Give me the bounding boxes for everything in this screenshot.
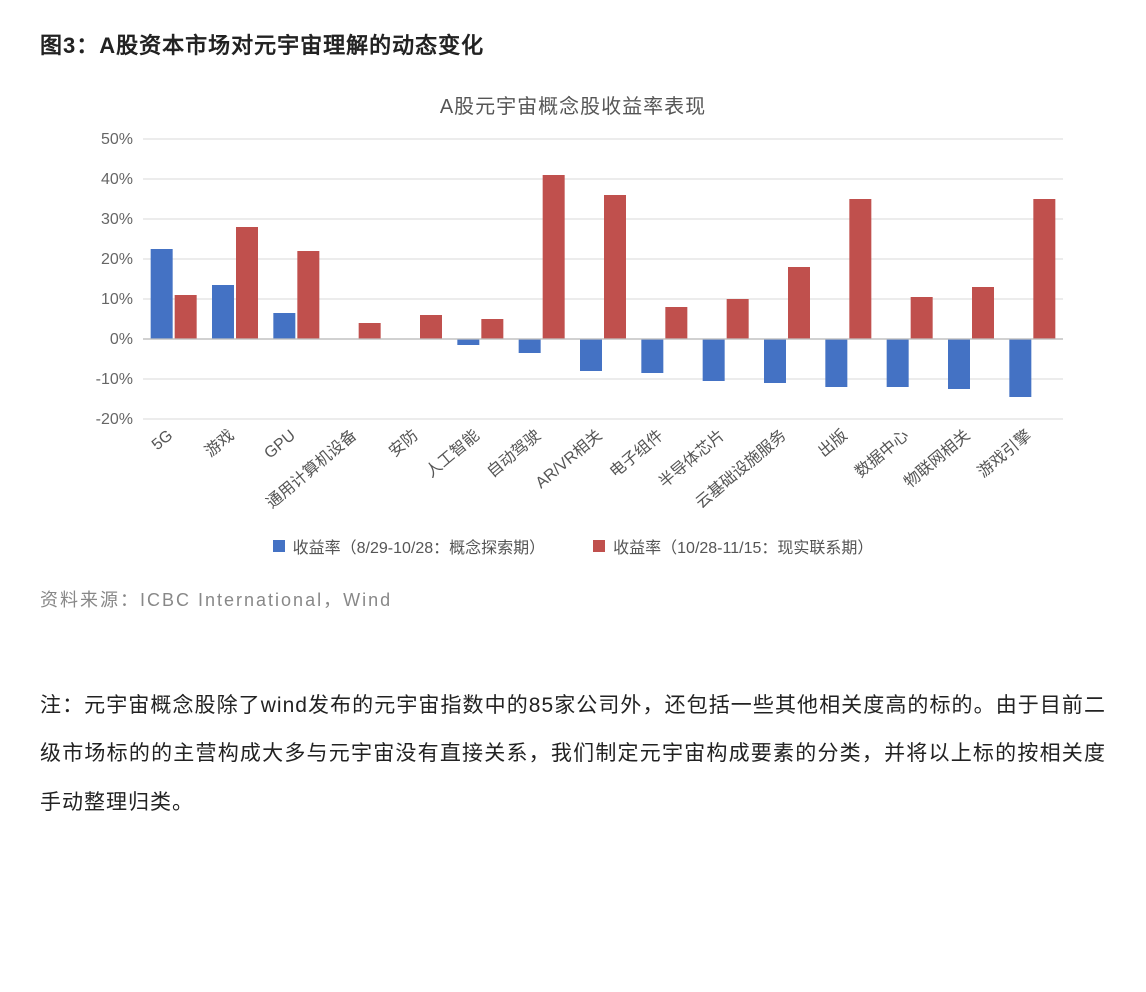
x-axis-category-label: 数据中心 <box>852 426 913 481</box>
bar <box>849 199 871 339</box>
x-axis-category-label: 自动驾驶 <box>484 426 545 481</box>
x-axis-category-label: 人工智能 <box>422 426 483 481</box>
bar <box>580 339 602 371</box>
x-axis-category-label: 5G <box>149 427 176 454</box>
figure-title: 图3：A股资本市场对元宇宙理解的动态变化 <box>40 28 1106 60</box>
x-axis-category-label: 电子组件 <box>606 426 667 481</box>
x-axis-category-label: AR/VR相关 <box>532 426 606 492</box>
bar <box>1033 199 1055 339</box>
x-axis-category-label: 安防 <box>385 426 421 460</box>
x-axis-category-label: 物联网相关 <box>901 426 974 491</box>
bar <box>604 195 626 339</box>
y-axis-tick-label: 20% <box>101 251 133 268</box>
y-axis-tick-label: 0% <box>110 331 133 348</box>
x-axis-category-label: 游戏 <box>201 426 237 460</box>
legend-swatch <box>593 540 605 552</box>
bar <box>543 175 565 339</box>
bar <box>948 339 970 389</box>
legend-label: 收益率（10/28-11/15：现实联系期） <box>613 534 873 558</box>
page: 图3：A股资本市场对元宇宙理解的动态变化 A股元宇宙概念股收益率表现 -20% -… <box>0 0 1146 867</box>
bar <box>519 339 541 353</box>
bar <box>273 313 295 339</box>
bar <box>175 295 197 339</box>
bar <box>887 339 909 387</box>
chart-container: -20%-10%0%10%20%30%40%50%5G游戏GPU通用计算机设备安… <box>73 129 1073 514</box>
bar <box>481 319 503 339</box>
bar <box>297 251 319 339</box>
bar <box>236 227 258 339</box>
bar <box>457 339 479 345</box>
bar <box>703 339 725 381</box>
legend-item: 收益率（8/29-10/28：概念探索期） <box>273 534 546 558</box>
bar <box>420 315 442 339</box>
y-axis-tick-label: 30% <box>101 211 133 228</box>
legend-label: 收益率（8/29-10/28：概念探索期） <box>293 534 546 558</box>
bar <box>641 339 663 373</box>
x-axis-category-label: 游戏引擎 <box>974 426 1035 481</box>
source-line: 资料来源：ICBC International，Wind <box>40 586 1106 612</box>
y-axis-tick-label: -10% <box>96 371 133 388</box>
x-axis-category-label: 出版 <box>815 426 851 460</box>
chart-legend: 收益率（8/29-10/28：概念探索期） 收益率（10/28-11/15：现实联… <box>40 534 1106 558</box>
bar <box>727 299 749 339</box>
bar <box>764 339 786 383</box>
bar <box>212 285 234 339</box>
bar <box>825 339 847 387</box>
bar-chart: -20%-10%0%10%20%30%40%50%5G游戏GPU通用计算机设备安… <box>73 129 1073 509</box>
bar <box>972 287 994 339</box>
bar <box>788 267 810 339</box>
bar <box>151 249 173 339</box>
bar <box>1009 339 1031 397</box>
x-axis-category-label: GPU <box>261 427 298 462</box>
y-axis-tick-label: 10% <box>101 291 133 308</box>
chart-title: A股元宇宙概念股收益率表现 <box>40 90 1106 119</box>
bar <box>359 323 381 339</box>
y-axis-tick-label: 40% <box>101 171 133 188</box>
legend-item: 收益率（10/28-11/15：现实联系期） <box>593 534 873 558</box>
legend-swatch <box>273 540 285 552</box>
y-axis-tick-label: -20% <box>96 411 133 428</box>
footnote: 注：元宇宙概念股除了wind发布的元宇宙指数中的85家公司外，还包括一些其他相关… <box>40 682 1106 827</box>
bar <box>911 297 933 339</box>
y-axis-tick-label: 50% <box>101 131 133 148</box>
bar <box>665 307 687 339</box>
